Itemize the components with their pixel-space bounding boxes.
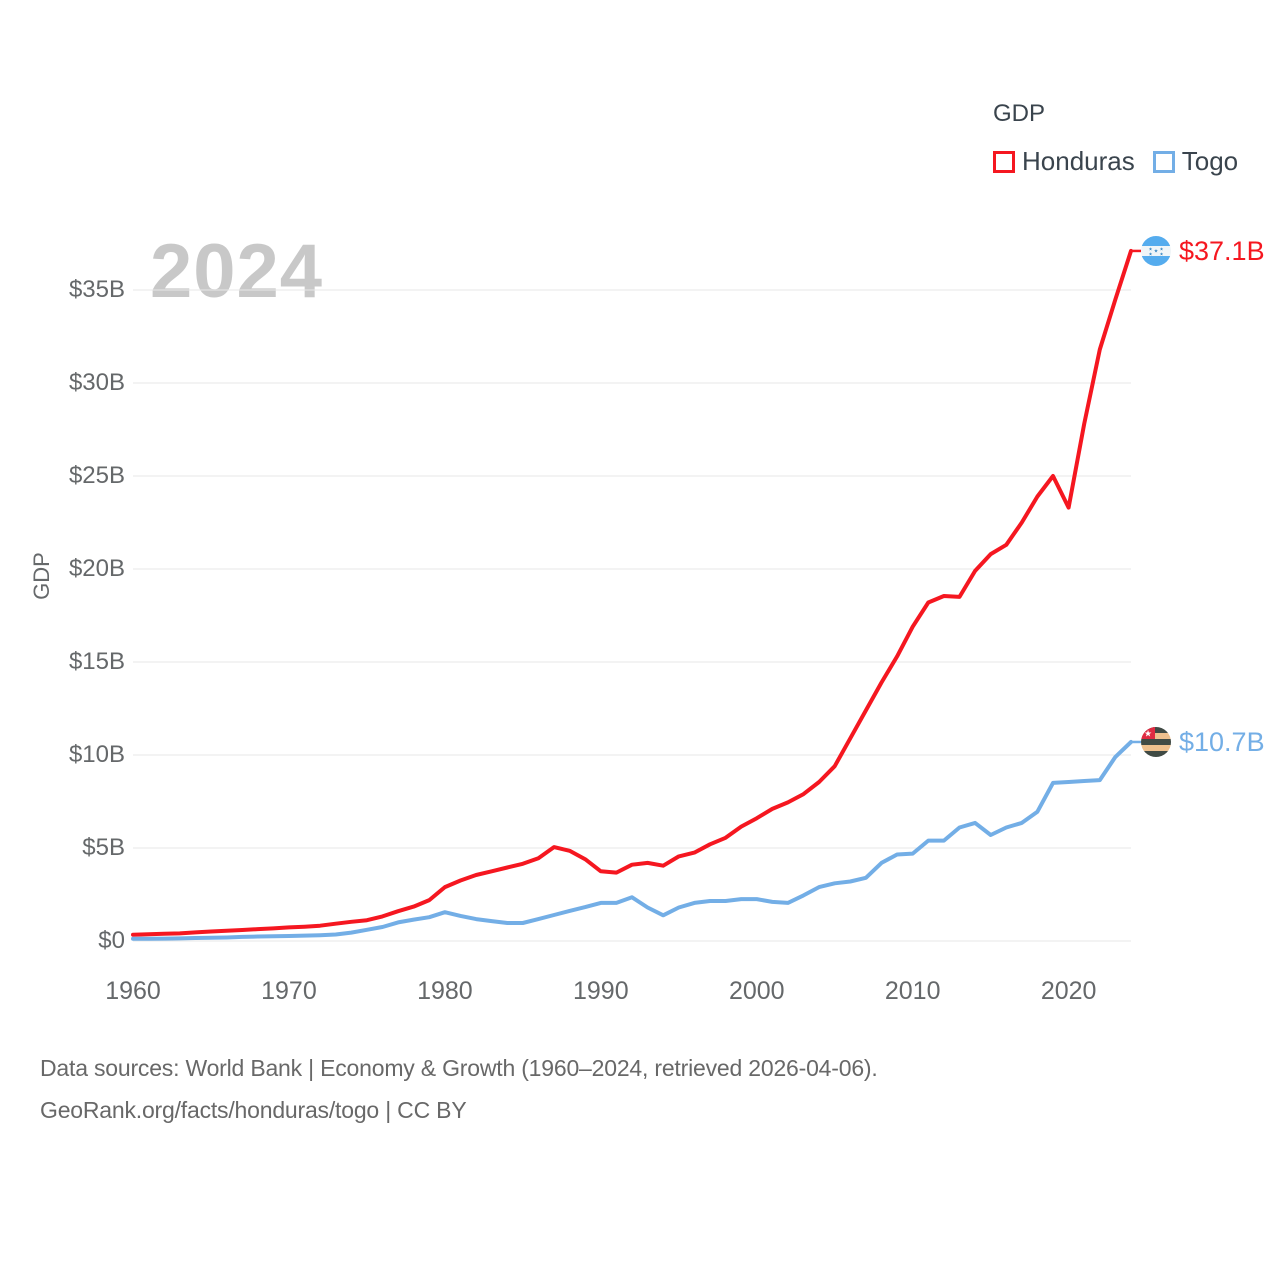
- svg-text:★: ★: [1149, 247, 1153, 252]
- footer: Data sources: World Bank | Economy & Gro…: [40, 1047, 878, 1131]
- togo-end-value: $10.7B: [1179, 726, 1265, 757]
- legend-item-honduras[interactable]: Honduras: [993, 146, 1135, 177]
- legend-items: Honduras Togo: [993, 146, 1238, 177]
- svg-text:★: ★: [1160, 247, 1164, 252]
- legend-item-togo[interactable]: Togo: [1152, 146, 1239, 177]
- honduras-series-line[interactable]: [131, 248, 1133, 937]
- svg-text:★: ★: [1160, 252, 1164, 257]
- footer-sources-line: Data sources: World Bank | Economy & Gro…: [40, 1055, 878, 1081]
- legend-item-label: Honduras: [1022, 146, 1135, 176]
- svg-text:★: ★: [1154, 249, 1159, 255]
- svg-text:★: ★: [1144, 729, 1152, 739]
- legend-title: GDP: [993, 100, 1046, 127]
- togo-series-swatch: [1152, 150, 1175, 173]
- togo-flag-icon: ★: [1141, 727, 1171, 758]
- honduras-series-swatch: [993, 150, 1015, 173]
- togo-end-label: ★ $10.7B: [1141, 727, 1265, 758]
- honduras-end-value: $37.1B: [1179, 235, 1265, 266]
- svg-text:★: ★: [1149, 252, 1153, 257]
- honduras-end-label: ★ ★ ★ ★ ★ $37.1B: [1141, 236, 1265, 267]
- togo-series-line[interactable]: [131, 740, 1133, 941]
- legend-item-label: Togo: [1181, 146, 1239, 176]
- footer-attribution-line: GeoRank.org/facts/honduras/togo | CC BY: [40, 1097, 467, 1123]
- year-watermark: 2024: [150, 229, 324, 314]
- legend: GDP Honduras Togo: [993, 100, 1238, 177]
- honduras-flag-icon: ★ ★ ★ ★ ★: [1141, 236, 1171, 267]
